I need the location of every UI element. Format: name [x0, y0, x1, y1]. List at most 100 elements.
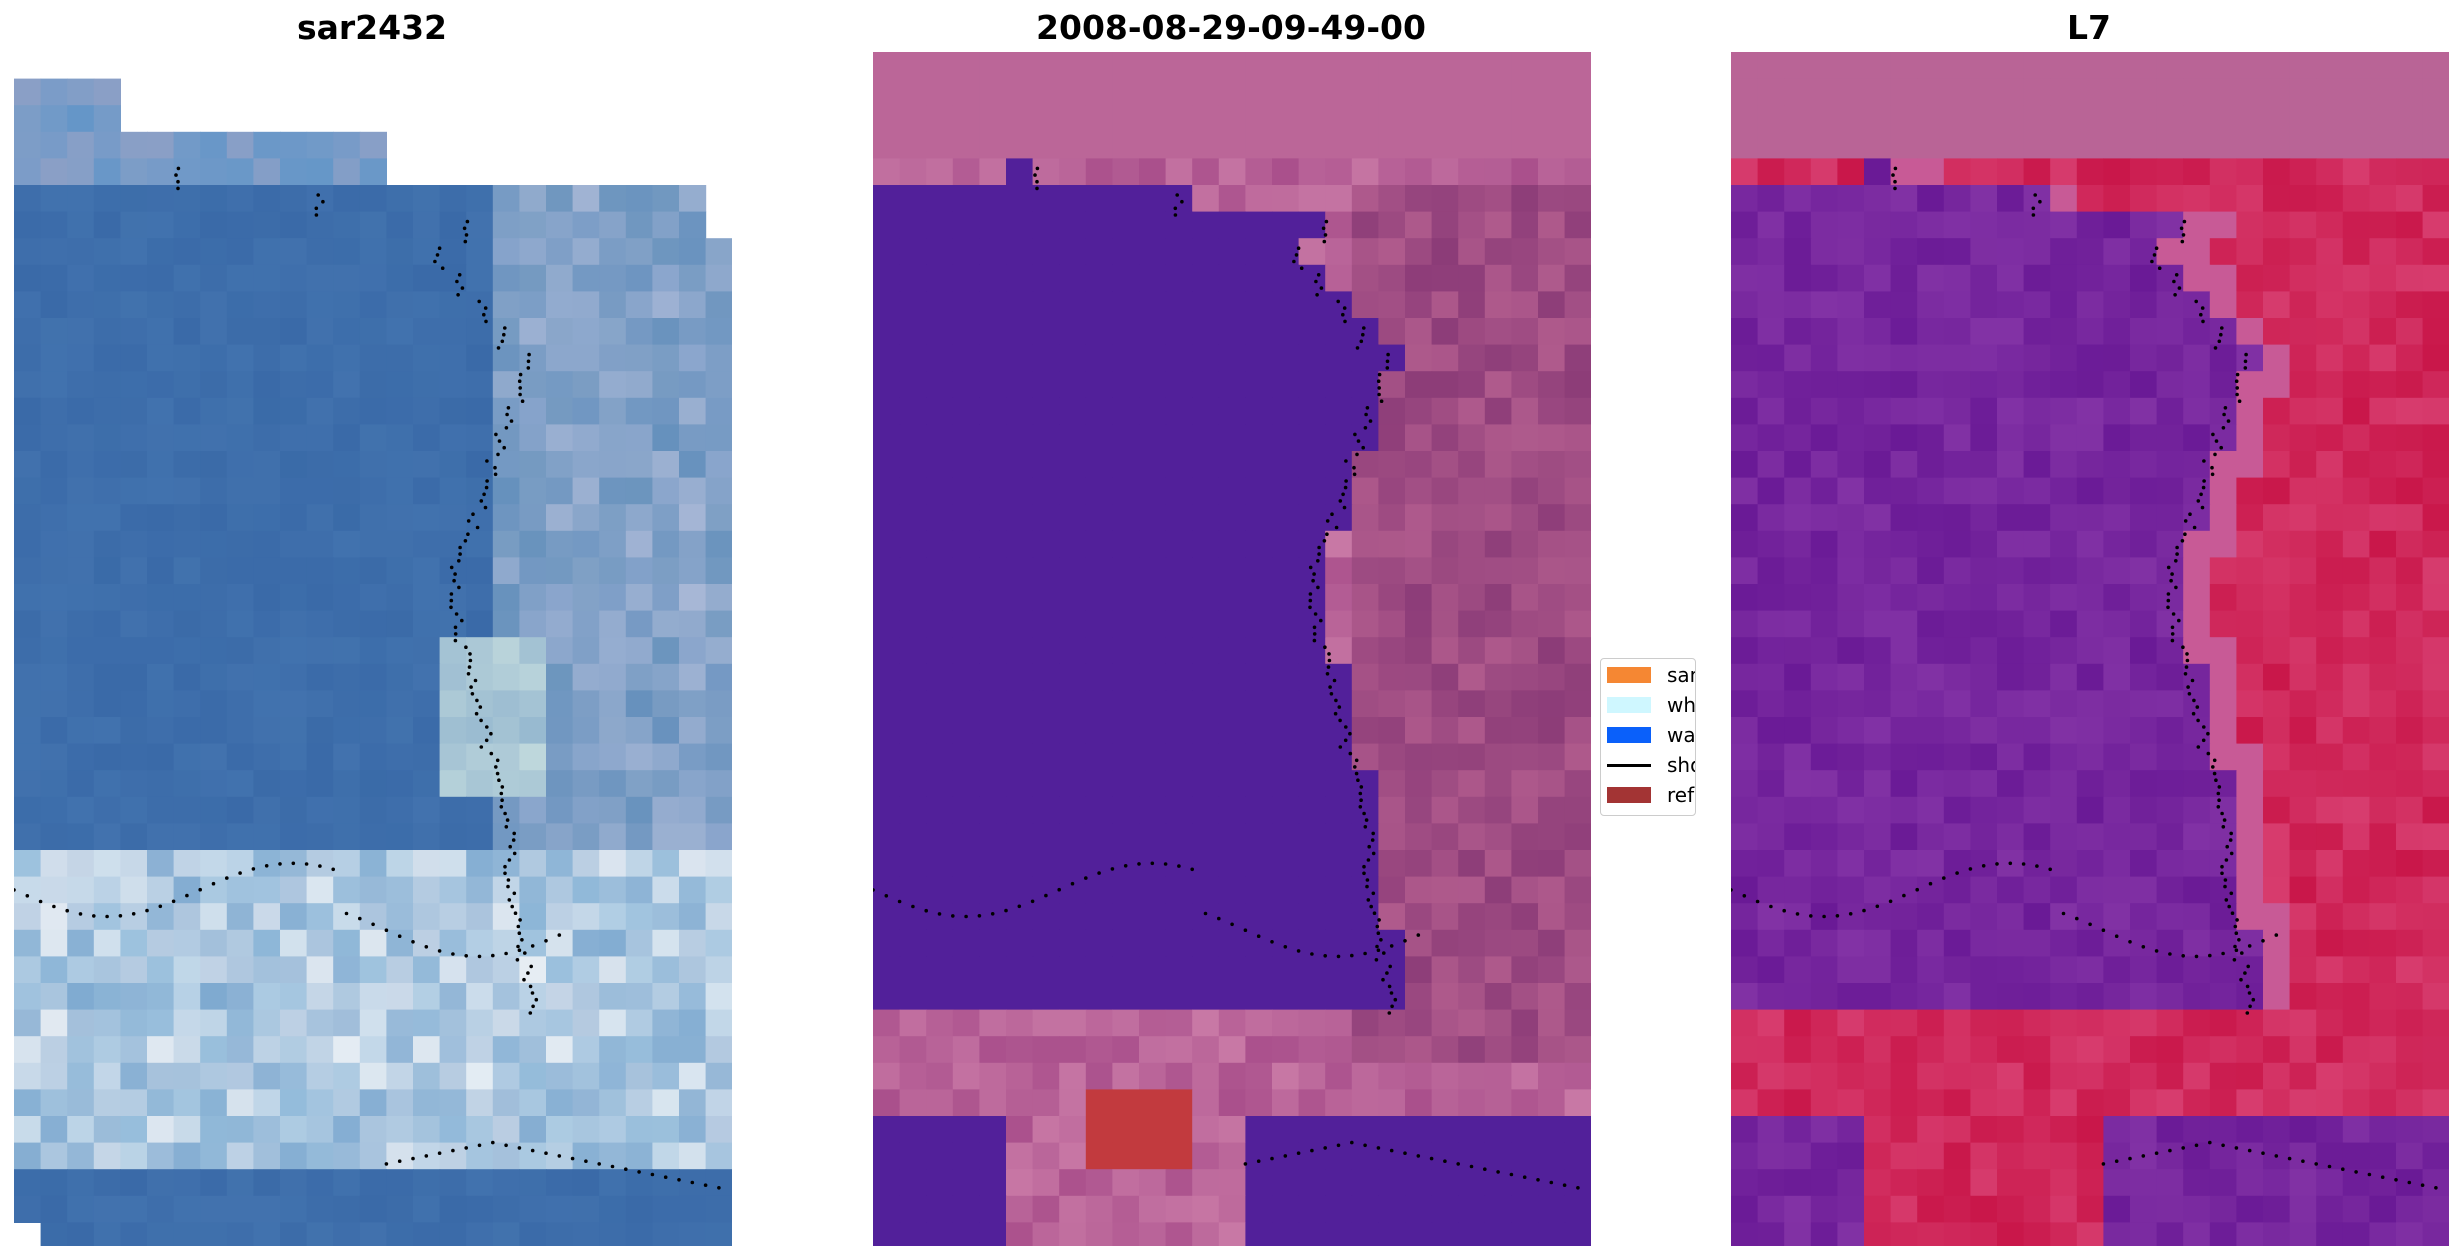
shoreline-point — [2169, 578, 2173, 583]
shoreline-point — [2243, 359, 2248, 364]
shoreline-point — [2180, 239, 2185, 244]
legend-item-shoreline: shoreline — [1607, 753, 1695, 777]
shoreline-point — [2232, 958, 2237, 962]
shoreline-point — [496, 452, 500, 457]
shoreline-point — [1314, 279, 1318, 284]
shoreline-point — [499, 805, 504, 809]
shoreline-point — [511, 838, 516, 842]
shoreline-point — [1333, 711, 1338, 716]
shoreline-point — [92, 914, 96, 918]
shoreline-point — [534, 997, 539, 1002]
shoreline-point — [1323, 233, 1328, 237]
shoreline-point — [2168, 1148, 2172, 1153]
shoreline-point — [1035, 179, 1039, 184]
shoreline-point — [238, 871, 242, 875]
shoreline-point — [1375, 924, 1380, 929]
shoreline-point — [455, 279, 459, 284]
shoreline-point — [331, 867, 336, 872]
shoreline-point — [1352, 472, 1357, 477]
shoreline-point — [463, 539, 468, 543]
shoreline-point — [2201, 319, 2205, 324]
shoreline-point — [1809, 914, 1813, 918]
shoreline-point — [2199, 492, 2203, 497]
shoreline-point — [482, 492, 486, 497]
shoreline-point — [176, 179, 180, 184]
shoreline-point — [2202, 459, 2206, 463]
shoreline-point — [2141, 1154, 2146, 1158]
shoreline-point — [2182, 219, 2187, 224]
shoreline-point — [1377, 386, 1381, 390]
shoreline-point — [449, 565, 454, 570]
shoreline-point — [2061, 911, 2066, 916]
shoreline-point — [2233, 944, 2237, 949]
shoreline-point — [1782, 908, 1786, 913]
shoreline-point — [477, 954, 482, 959]
panel-title-rgb: sar2432 — [296, 8, 448, 47]
shoreline-point — [1356, 439, 1361, 443]
shoreline-point — [508, 844, 512, 849]
shoreline-point — [1299, 266, 1304, 270]
shoreline-point — [1035, 166, 1040, 171]
shoreline-point — [516, 924, 521, 929]
shoreline-point — [2301, 1159, 2305, 1163]
shoreline-rgb — [14, 166, 721, 1190]
shoreline-point — [469, 685, 473, 689]
shoreline-point — [1469, 1164, 1474, 1169]
shoreline-point — [1175, 193, 1179, 197]
shoreline-point — [1325, 519, 1330, 523]
shoreline-point — [1316, 559, 1320, 563]
shoreline-point — [1243, 1162, 1248, 1166]
shoreline-point — [526, 971, 530, 975]
shoreline-point — [1308, 598, 1313, 603]
shoreline-point — [2223, 884, 2227, 889]
shoreline-point — [1359, 798, 1363, 802]
shoreline-point — [2244, 352, 2248, 357]
shoreline-point — [1203, 911, 1208, 916]
shoreline-point — [1371, 851, 1376, 856]
shoreline-point — [344, 911, 349, 916]
shoreline-point — [211, 881, 216, 886]
shoreline-point — [2229, 851, 2234, 856]
shoreline-point — [2217, 339, 2222, 344]
shoreline-point — [1387, 984, 1392, 989]
shoreline-point — [2191, 711, 2196, 716]
shoreline-point — [1230, 922, 1234, 927]
shoreline-point — [1995, 862, 1999, 866]
shoreline-point — [1308, 605, 1312, 610]
shoreline-point — [2188, 512, 2192, 516]
shoreline-point — [424, 945, 429, 949]
shoreline-point — [2206, 731, 2210, 736]
shoreline-point — [1243, 928, 1248, 932]
shoreline-point — [1327, 652, 1331, 656]
shoreline-point — [483, 306, 488, 310]
shoreline-point — [2220, 811, 2224, 816]
shoreline-point — [2212, 771, 2217, 776]
shoreline-point — [1377, 392, 1381, 397]
shoreline-point — [502, 332, 506, 337]
shoreline-point — [527, 352, 531, 357]
shoreline-point — [2234, 948, 2239, 952]
shoreline-point — [2170, 638, 2175, 643]
shoreline-point — [145, 908, 149, 913]
shoreline-point — [2222, 818, 2227, 822]
shoreline-point — [497, 439, 502, 443]
shoreline-point — [1353, 765, 1357, 769]
shoreline-point — [1123, 864, 1128, 868]
shoreline-point — [475, 698, 479, 703]
shoreline-point — [449, 592, 454, 596]
shoreline-point — [2261, 1151, 2265, 1155]
shoreline-point — [1366, 898, 1371, 902]
shoreline-point — [1336, 1143, 1341, 1148]
shoreline-point — [491, 1140, 495, 1145]
shoreline-point — [466, 532, 470, 536]
shoreline-point — [1358, 805, 1363, 809]
legend-swatch-whitewater — [1607, 697, 1651, 713]
shoreline-point — [316, 193, 321, 197]
shoreline-point — [1312, 632, 1317, 636]
shoreline-point — [1348, 731, 1352, 736]
shoreline-point — [494, 432, 498, 437]
shoreline-point — [1316, 273, 1321, 277]
shoreline-point — [2170, 625, 2175, 630]
shoreline-point — [517, 948, 522, 952]
shoreline-point — [1731, 888, 1733, 892]
